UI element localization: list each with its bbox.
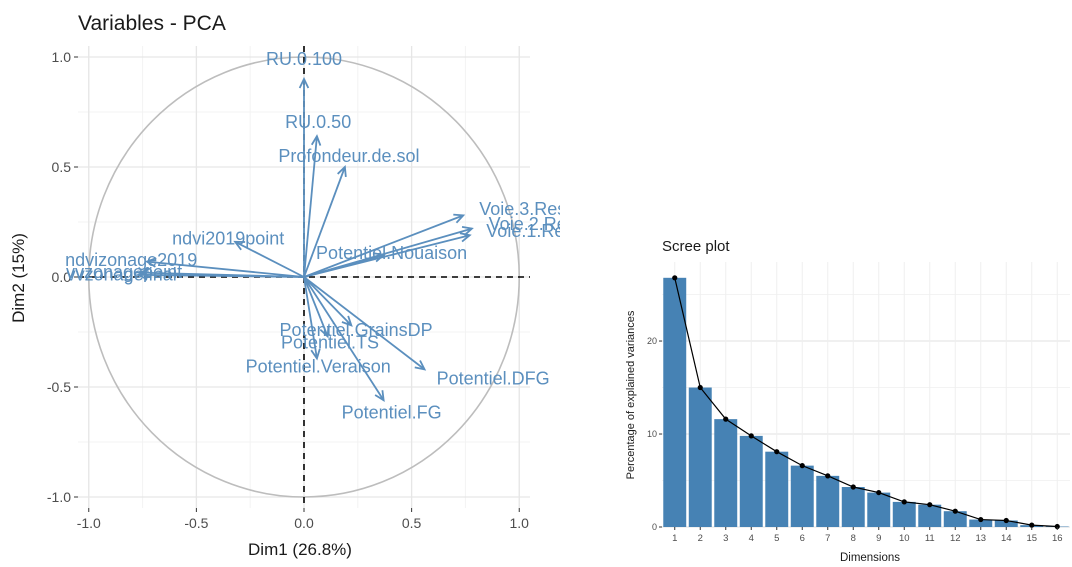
scree-x-axis-label: Dimensions <box>840 552 900 564</box>
scree-bar-dim-4 <box>740 436 763 527</box>
scree-point-dim-11 <box>927 502 932 507</box>
scree-x-tick-label: 11 <box>925 533 935 544</box>
label-ndvi2019point: ndvi2019point <box>172 228 284 248</box>
label-potentiel-nouaison: Potentiel.Nouaison <box>316 243 467 263</box>
scree-x-tick-label: 10 <box>899 533 910 544</box>
scree-point-dim-10 <box>902 499 907 504</box>
label-potentiel-fg: Potentiel.FG <box>342 403 442 423</box>
scree-x-tick-label: 16 <box>1052 533 1063 544</box>
pca-x-tick-label: 0.0 <box>294 515 314 531</box>
scree-y-tick-label: 20 <box>647 336 657 346</box>
scree-bar-dim-5 <box>765 452 788 527</box>
scree-x-tick-label: 3 <box>723 533 728 544</box>
scree-x-tick-label: 4 <box>749 533 754 544</box>
pca-x-tick-label: 0.5 <box>402 515 422 531</box>
scree-x-tick-label: 6 <box>800 533 805 544</box>
scree-point-dim-8 <box>851 484 856 489</box>
scree-x-tick-label: 1 <box>672 533 677 544</box>
scree-point-dim-4 <box>749 433 754 438</box>
pca-x-axis-label: Dim1 (26.8%) <box>248 540 352 559</box>
scree-bar-dim-10 <box>893 502 916 527</box>
pca-x-tick-label: -0.5 <box>184 515 208 531</box>
scree-point-dim-9 <box>876 490 881 495</box>
pca-y-tick-label: 0.5 <box>52 159 72 175</box>
label-ru-0-50: RU.0.50 <box>285 112 351 132</box>
scree-bar-dim-9 <box>867 493 890 527</box>
scree-point-dim-5 <box>774 449 779 454</box>
label-profondeur-de-sol: Profondeur.de.sol <box>278 146 419 166</box>
scree-x-tick-label: 5 <box>774 533 779 544</box>
label-potentiel-dfg: Potentiel.DFG <box>437 369 550 389</box>
scree-point-dim-1 <box>672 275 677 280</box>
scree-bar-dim-2 <box>689 388 712 527</box>
scree-bar-dim-8 <box>842 487 865 527</box>
scree-x-tick-label: 2 <box>698 533 703 544</box>
scree-y-tick-label: 0 <box>652 522 657 532</box>
label-vvzonagefinal: vvzonagefinal <box>67 265 177 285</box>
pca-x-tick-label: 1.0 <box>510 515 530 531</box>
label-potentiel-veraison: Potentiel.Veraison <box>246 357 391 377</box>
pca-x-tick-label: -1.0 <box>77 515 101 531</box>
scree-title: Scree plot <box>662 238 730 255</box>
label-ru-0-100: RU.0.100 <box>266 49 342 69</box>
scree-bar-dim-1 <box>663 278 686 527</box>
label-potentiel-ts: Potentiel.TS <box>281 332 379 352</box>
scree-bar-dim-6 <box>791 466 814 527</box>
scree-point-dim-13 <box>978 517 983 522</box>
scree-y-tick-label: 10 <box>647 429 657 439</box>
pca-y-axis-label: Dim2 (15%) <box>9 233 28 323</box>
scree-point-dim-7 <box>825 473 830 478</box>
scree-point-dim-6 <box>800 463 805 468</box>
scree-bar-dim-7 <box>816 476 839 527</box>
pca-y-tick-label: -0.5 <box>47 379 71 395</box>
scree-point-dim-12 <box>953 509 958 514</box>
scree-bar-dim-11 <box>918 505 941 527</box>
label-voie-1-resistivite: Voie.1.Resistivite <box>486 221 560 241</box>
scree-x-tick-label: 14 <box>1001 533 1012 544</box>
scree-x-tick-label: 8 <box>851 533 856 544</box>
scree-x-tick-label: 12 <box>950 533 961 544</box>
scree-x-tick-label: 9 <box>876 533 881 544</box>
pca-title: Variables - PCA <box>78 12 226 35</box>
scree-x-tick-label: 13 <box>975 533 986 544</box>
pca-y-tick-label: 1.0 <box>52 49 72 65</box>
scree-point-dim-14 <box>1004 518 1009 523</box>
pca-variables-chart: Variables - PCA -1.0 -0.5 0.0 0.5 1.0 -1.0 -0.… <box>0 0 560 567</box>
scree-point-dim-15 <box>1029 523 1034 528</box>
scree-point-dim-2 <box>698 385 703 390</box>
scree-bar-dim-3 <box>714 419 737 527</box>
pca-y-tick-label: -1.0 <box>47 489 71 505</box>
scree-y-axis-label: Percentage of explained variances <box>625 310 637 479</box>
scree-x-tick-label: 15 <box>1026 533 1037 544</box>
scree-x-tick-label: 7 <box>825 533 830 544</box>
scree-point-dim-3 <box>723 417 728 422</box>
